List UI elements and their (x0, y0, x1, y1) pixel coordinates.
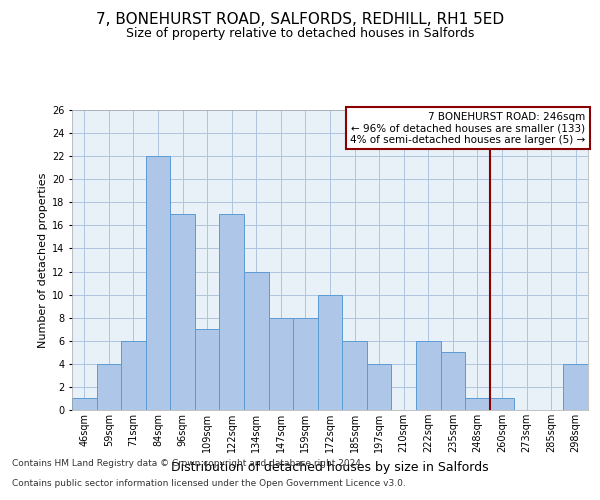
Y-axis label: Number of detached properties: Number of detached properties (38, 172, 47, 348)
Bar (342, 341, 367, 410)
Bar (318, 294, 342, 410)
Bar (121, 341, 146, 410)
Bar (563, 364, 588, 410)
Text: Contains public sector information licensed under the Open Government Licence v3: Contains public sector information licen… (12, 478, 406, 488)
Bar (440, 352, 465, 410)
Bar (490, 398, 514, 410)
Bar (244, 272, 269, 410)
X-axis label: Distribution of detached houses by size in Salfords: Distribution of detached houses by size … (171, 460, 489, 473)
Bar (72, 398, 97, 410)
Bar (416, 341, 440, 410)
Bar (97, 364, 121, 410)
Bar (293, 318, 318, 410)
Bar (195, 329, 220, 410)
Text: Contains HM Land Registry data © Crown copyright and database right 2024.: Contains HM Land Registry data © Crown c… (12, 458, 364, 468)
Text: 7 BONEHURST ROAD: 246sqm
← 96% of detached houses are smaller (133)
4% of semi-d: 7 BONEHURST ROAD: 246sqm ← 96% of detach… (350, 112, 586, 144)
Bar (465, 398, 490, 410)
Bar (170, 214, 195, 410)
Text: Size of property relative to detached houses in Salfords: Size of property relative to detached ho… (126, 28, 474, 40)
Text: 7, BONEHURST ROAD, SALFORDS, REDHILL, RH1 5ED: 7, BONEHURST ROAD, SALFORDS, REDHILL, RH… (96, 12, 504, 28)
Bar (367, 364, 391, 410)
Bar (220, 214, 244, 410)
Bar (146, 156, 170, 410)
Bar (269, 318, 293, 410)
